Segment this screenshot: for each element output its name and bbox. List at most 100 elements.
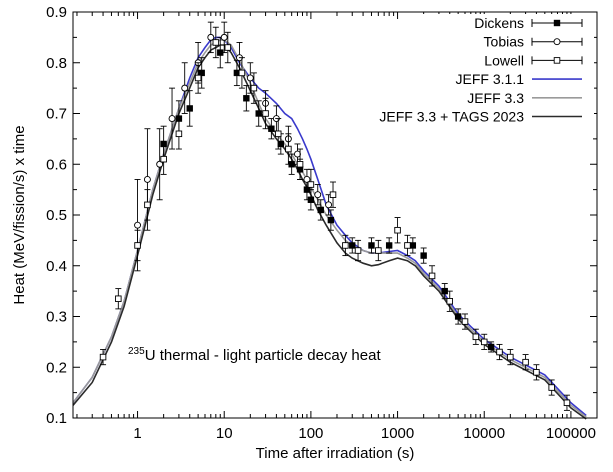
legend-label: JEFF 3.1.1 [456,71,525,87]
dickens-point [255,110,262,117]
x-tick-label: 1 [133,425,141,442]
lowell-point [428,272,436,280]
y-tick-label: 0.2 [46,359,67,376]
y-axis-ticks: 0.1 0.2 0.3 0.4 0.5 0.6 0.7 0.8 0.9 [46,4,597,427]
lowell-point [285,145,292,153]
lowell-point [342,242,349,249]
lowell-point [563,399,571,407]
dickens-point [198,69,205,77]
lowell-point [522,358,529,366]
lowell-point [446,298,453,305]
tobias-point [207,33,215,41]
dickens-point [186,105,193,112]
lowell-point [99,353,107,361]
y-tick-label: 0.9 [46,4,67,21]
x-tick-label: 100 [298,425,323,442]
legend-background [400,14,594,138]
x-tick-label: 100000 [546,425,596,442]
series-line-jeff-3-1-1 [72,36,587,417]
tobias-point [168,115,176,123]
lowell-point [115,295,122,302]
dickens-point [277,140,285,148]
lowell-point [160,155,167,163]
legend-label: Lowell [484,52,524,68]
y-tick-label: 0.3 [46,309,67,326]
y-tick-label: 0.8 [46,55,67,72]
tobias-point [294,150,301,158]
legend-label: Dickens [474,15,524,31]
lowell-point [296,160,304,168]
lowell-point [134,242,141,249]
lowell-point [175,130,183,138]
legend-marker [553,57,561,64]
dickens-point [327,216,335,224]
y-tick-label: 0.6 [46,156,67,173]
lowell-point [480,338,488,346]
legend-label: JEFF 3.3 [467,90,524,106]
tobias-point [303,176,311,183]
lowell-point [144,201,151,209]
dickens-point [288,161,295,168]
tobias-point [156,160,164,168]
lowell-point [354,247,362,254]
lowell-point [262,110,269,117]
series-lowell [99,26,571,411]
y-axis-label: Heat (MeV/fission/s) x time [11,125,28,304]
lowell-point [194,74,202,82]
lowell-point [496,348,503,356]
chart-annotation: 235U thermal - light particle decay heat [128,346,381,364]
lowell-point [238,69,246,77]
legend-marker [553,19,561,27]
annotation-text: U thermal - light particle decay heat [145,347,382,364]
dickens-point [487,343,495,351]
lowell-point [472,333,480,341]
tobias-point [220,33,228,41]
lowell-point [329,191,337,198]
x-tick-label: 1000 [381,425,414,442]
lowell-point [404,242,411,249]
lowell-point [212,39,220,46]
y-tick-label: 0.4 [46,258,67,275]
dickens-point [217,49,224,56]
dickens-point [385,242,393,249]
lowell-point [394,226,401,234]
y-tick-label: 0.1 [46,410,67,427]
lowell-point [375,247,382,254]
legend-marker [553,38,561,46]
lowell-point [274,130,282,138]
x-axis-label: Time after irradiation (s) [256,445,415,462]
lowell-point [224,44,232,51]
plot-frame [72,11,598,419]
dickens-point [349,242,356,249]
x-tick-label: 10000 [463,425,505,442]
tobias-point [181,84,189,92]
tobias-point [325,201,333,209]
lowell-point [250,84,258,92]
tobias-point [143,176,151,183]
dickens-point [368,242,375,249]
legend-label: JEFF 3.3 + TAGS 2023 [379,109,524,125]
lowell-point [533,369,540,376]
plot-area [72,21,587,420]
y-tick-label: 0.5 [46,207,67,224]
y-tick-label: 0.7 [46,106,67,123]
lowell-point [507,353,514,361]
dickens-point [268,125,275,132]
dickens-point [441,287,448,295]
dickens-point [243,95,250,102]
dickens-point [420,252,427,259]
legend: Dickens Tobias Lowell JEFF 3.1.1 JEFF 3.3 JEF… [379,14,594,138]
tobias-point [314,191,322,199]
dickens-point [409,242,417,249]
lowell-point [461,318,469,325]
dickens-point [454,313,462,320]
lowell-point [548,384,555,391]
dickens-point [317,206,324,214]
x-tick-label: 10 [216,425,233,442]
tobias-point [134,221,141,229]
legend-label: Tobias [484,34,524,50]
tobias-point [246,74,254,82]
annotation-superscript: 235 [128,346,145,357]
lowell-point [307,181,315,188]
